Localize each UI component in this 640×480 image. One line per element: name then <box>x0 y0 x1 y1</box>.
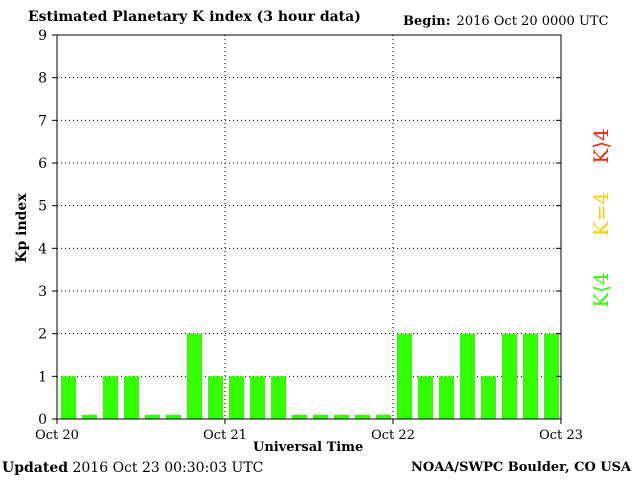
kp-bar <box>271 376 286 419</box>
y-tick-label: 5 <box>38 199 47 215</box>
chart-title: Estimated Planetary K index (3 hour data… <box>28 9 361 25</box>
x-tick-label: Oct 20 <box>35 428 79 443</box>
kp-bar <box>250 376 265 419</box>
kp-bar <box>187 333 202 419</box>
y-tick-label: 0 <box>38 412 47 428</box>
source-credit: NOAA/SWPC Boulder, CO USA <box>411 460 632 475</box>
x-tick-label: Oct 22 <box>371 428 415 443</box>
kp-bar <box>481 376 496 419</box>
kp-bar <box>376 414 391 419</box>
y-tick-label: 9 <box>38 28 47 44</box>
kp-bar <box>502 333 517 419</box>
kp-bar <box>292 414 307 419</box>
x-axis-label: Universal Time <box>253 440 364 455</box>
plot-frame <box>56 34 562 420</box>
y-tick-label: 1 <box>38 369 47 385</box>
y-tick-label: 2 <box>38 327 47 343</box>
x-tick-label: Oct 23 <box>539 428 583 443</box>
y-tick-label: 8 <box>38 71 47 87</box>
kp-bar <box>439 376 454 419</box>
updated-label: Updated <box>2 460 69 476</box>
x-tick-label: Oct 21 <box>203 428 247 443</box>
y-tick-label: 3 <box>38 284 47 300</box>
kp-bar <box>82 414 97 419</box>
kp-bar <box>313 414 328 419</box>
kp-bar <box>544 333 559 419</box>
updated-value: 2016 Oct 23 00:30:03 UTC <box>72 460 264 476</box>
kp-bar <box>145 414 160 419</box>
y-tick-label: 7 <box>38 113 47 129</box>
kp-bar <box>103 376 118 419</box>
kp-bar <box>166 414 181 419</box>
y-tick-label: 6 <box>38 156 47 172</box>
kp-bar <box>124 376 139 419</box>
kp-bar <box>523 333 538 419</box>
kp-bar <box>334 414 349 419</box>
legend-above-4: K⟩4 <box>589 128 613 164</box>
begin-value: 2016 Oct 20 0000 UTC <box>456 14 609 29</box>
begin-label: Begin: <box>403 14 451 29</box>
begin-time: Begin: 2016 Oct 20 0000 UTC <box>403 14 609 29</box>
updated-time: Updated 2016 Oct 23 00:30:03 UTC <box>2 460 263 476</box>
kp-bar <box>418 376 433 419</box>
kp-bar <box>460 333 475 419</box>
y-axis-label: Kp index <box>14 193 30 263</box>
kp-bar <box>355 414 370 419</box>
kp-bar <box>397 333 412 419</box>
kp-bar <box>229 376 244 419</box>
legend-below-4: K⟨4 <box>589 272 613 308</box>
y-tick-label: 4 <box>38 241 47 257</box>
kp-bar <box>208 376 223 419</box>
kp-bar <box>61 376 76 419</box>
legend-equal-4: K=4 <box>589 191 613 237</box>
